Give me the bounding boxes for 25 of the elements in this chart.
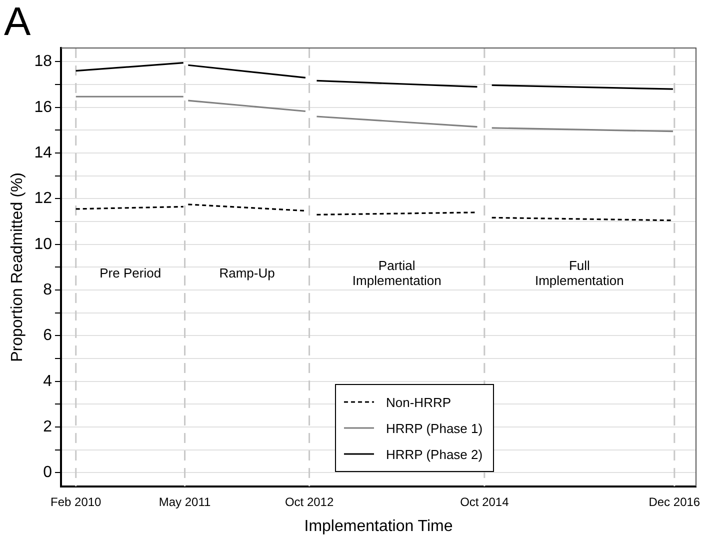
y-tick-label: 6 (43, 327, 52, 344)
annotation: Ramp-Up (219, 265, 275, 280)
y-tick-label: 16 (34, 98, 52, 116)
annotation: Pre Period (100, 265, 162, 280)
y-tick-label: 10 (34, 236, 52, 253)
y-tick-label: 18 (34, 53, 52, 70)
x-tick-label: Dec 2016 (648, 494, 700, 509)
chart-title: A (4, 0, 31, 44)
y-tick-label: 8 (43, 281, 52, 298)
y-tick-label: 2 (43, 418, 52, 436)
x-tick-label: Feb 2010 (50, 494, 102, 509)
y-tick-label: 4 (43, 372, 52, 390)
y-tick-label: 12 (34, 190, 52, 208)
legend-label: HRRP (Phase 1) (386, 420, 483, 436)
annotation: Partial Implementation (352, 258, 442, 288)
legend-label: Non-HRRP (386, 394, 452, 410)
x-tick-label: Oct 2012 (284, 494, 334, 509)
y-tick-label: 0 (43, 464, 52, 482)
y-tick-label: 14 (34, 144, 52, 162)
x-tick-label: Oct 2014 (460, 494, 510, 509)
annotation: Full Implementation (534, 258, 624, 288)
y-axis-title: Proportion Readmitted (%) (9, 172, 26, 362)
x-tick-label: May 2011 (158, 494, 212, 509)
legend-label: HRRP (Phase 2) (386, 446, 483, 462)
x-axis-title: Implementation Time (304, 518, 453, 535)
